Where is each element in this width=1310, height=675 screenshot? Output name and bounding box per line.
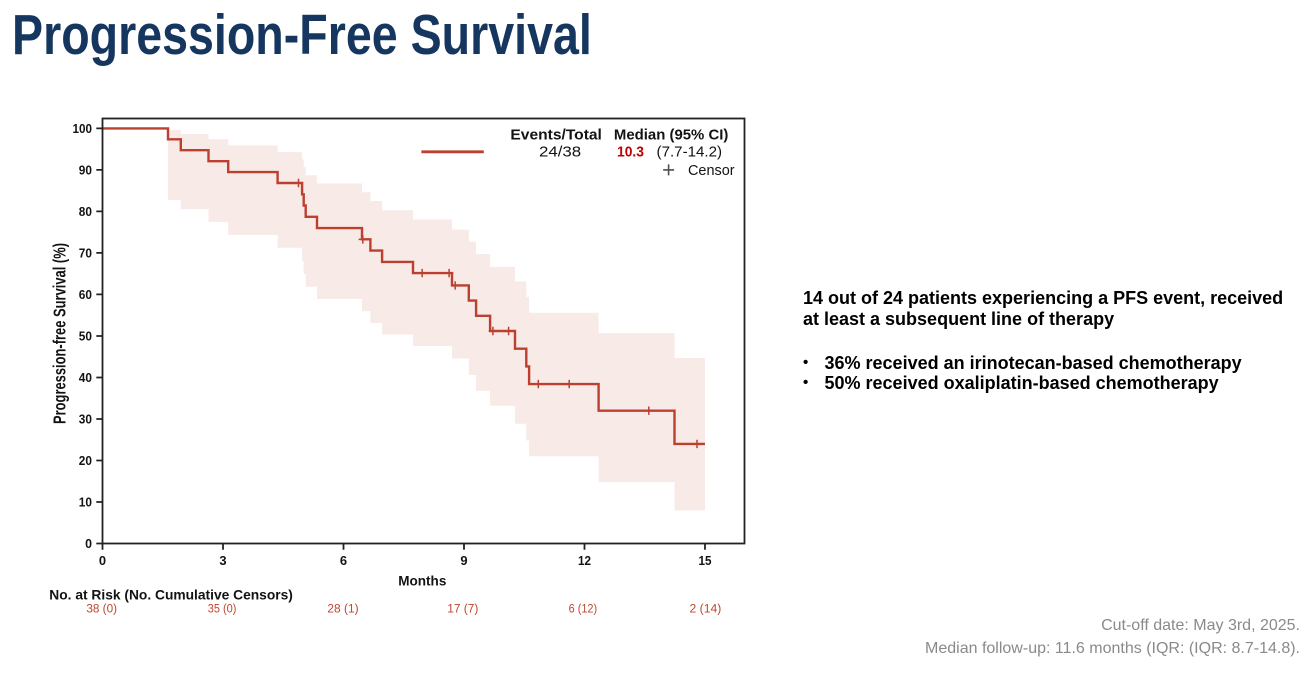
svg-text:Events/Total: Events/Total xyxy=(510,127,602,143)
svg-text:40: 40 xyxy=(79,370,92,385)
svg-text:30: 30 xyxy=(79,412,92,427)
svg-text:9: 9 xyxy=(460,553,467,568)
svg-text:80: 80 xyxy=(79,204,92,219)
svg-text:15: 15 xyxy=(699,553,713,568)
svg-text:70: 70 xyxy=(79,246,92,261)
svg-text:20: 20 xyxy=(79,453,92,468)
svg-text:24/38: 24/38 xyxy=(539,144,581,160)
svg-text:100: 100 xyxy=(73,121,93,136)
svg-text:0: 0 xyxy=(85,536,92,551)
svg-text:60: 60 xyxy=(79,287,92,302)
svg-text:6: 6 xyxy=(340,553,347,568)
svg-text:Median (95% CI): Median (95% CI) xyxy=(614,127,729,143)
svg-text:12: 12 xyxy=(578,553,591,568)
svg-text:0: 0 xyxy=(99,553,106,568)
svg-text:10.3: 10.3 xyxy=(617,144,644,160)
svg-text:2 (14): 2 (14) xyxy=(690,601,722,615)
svg-text:3: 3 xyxy=(219,553,226,568)
svg-text:(7.7-14.2): (7.7-14.2) xyxy=(657,144,723,160)
svg-text:Months: Months xyxy=(398,574,446,589)
svg-text:10: 10 xyxy=(79,495,92,510)
svg-text:17 (7): 17 (7) xyxy=(447,601,478,615)
svg-text:28 (1): 28 (1) xyxy=(327,601,358,615)
svg-text:Progression-free Survival (%): Progression-free Survival (%) xyxy=(49,243,69,424)
svg-text:No. at Risk (No. Cumulative Ce: No. at Risk (No. Cumulative Censors) xyxy=(49,587,293,602)
svg-text:90: 90 xyxy=(79,163,92,178)
svg-text:35 (0): 35 (0) xyxy=(208,601,237,615)
svg-text:50: 50 xyxy=(79,329,92,344)
svg-text:38 (0): 38 (0) xyxy=(86,601,117,615)
svg-text:Censor: Censor xyxy=(688,163,735,179)
svg-text:6 (12): 6 (12) xyxy=(569,601,598,615)
